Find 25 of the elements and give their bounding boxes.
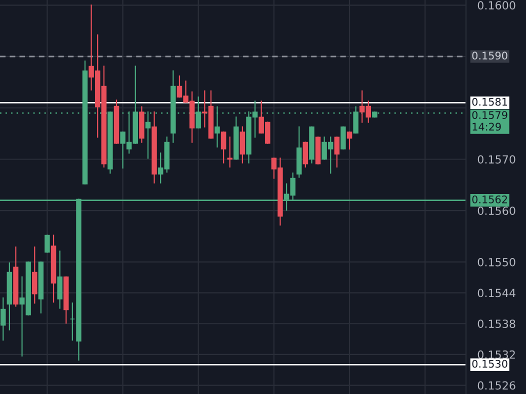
y-tick-label: 0.1538 [478, 320, 516, 328]
y-tick-label: 0.1532 [478, 350, 515, 359]
ref-line-label: 0.1579 14:29 [472, 111, 508, 131]
candlestick [220, 131, 226, 164]
candlestick [227, 136, 232, 168]
candlestick [302, 142, 308, 168]
candlestick [240, 126, 246, 164]
candlestick [57, 250, 62, 309]
y-tick-label: 0.1570 [478, 155, 516, 164]
candlestick [334, 136, 340, 168]
y-tick-label: 0.1550 [478, 258, 516, 266]
candlestick [346, 131, 352, 150]
candlestick [44, 234, 50, 253]
ref-line-label: 0.1590 [472, 52, 508, 60]
candlestick [32, 246, 38, 304]
y-tick-label: 0.1560 [478, 206, 516, 215]
y-tick-label: 0.1544 [478, 288, 516, 298]
candlestick [214, 106, 220, 148]
candlestick [0, 297, 6, 341]
ref-line-label: 0.1581 [472, 98, 508, 106]
ref-line-label: 0.1530 [472, 360, 508, 368]
ref-line-label: 0.1562 [472, 195, 507, 204]
y-tick-label: 0.1600 [478, 1, 516, 10]
candlestick [340, 126, 346, 150]
y-tick-label: 0.1526 [478, 381, 516, 390]
